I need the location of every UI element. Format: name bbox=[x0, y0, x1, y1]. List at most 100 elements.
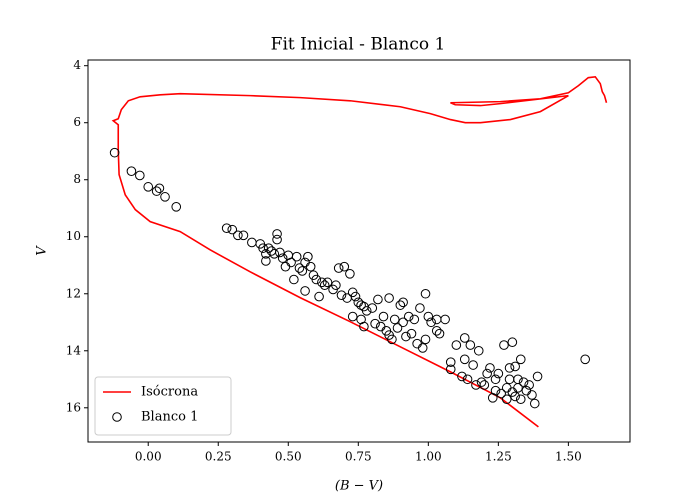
star-point bbox=[247, 237, 257, 248]
star-point bbox=[515, 354, 526, 365]
star-point bbox=[501, 394, 512, 405]
star-point bbox=[389, 314, 400, 325]
star-point bbox=[333, 263, 344, 273]
star-point bbox=[395, 300, 406, 310]
star-point bbox=[510, 391, 520, 402]
star-point bbox=[319, 280, 330, 291]
star-point bbox=[487, 393, 498, 403]
star-point bbox=[451, 340, 462, 350]
star-point bbox=[457, 371, 467, 382]
star-point bbox=[272, 229, 282, 239]
y-tick-label: 6 bbox=[73, 115, 81, 129]
star-point bbox=[504, 374, 515, 385]
star-point bbox=[501, 383, 512, 393]
star-point bbox=[529, 398, 540, 409]
star-point bbox=[331, 280, 341, 291]
star-point bbox=[459, 354, 470, 365]
star-point bbox=[373, 294, 383, 305]
star-point bbox=[420, 288, 431, 299]
star-point bbox=[490, 385, 501, 396]
x-tick-label: 0.75 bbox=[345, 450, 372, 464]
legend-label: Blanco 1 bbox=[141, 410, 198, 425]
plot-area bbox=[109, 75, 608, 428]
star-point bbox=[465, 340, 476, 350]
star-point bbox=[269, 249, 280, 259]
star-point bbox=[434, 328, 445, 339]
star-point bbox=[233, 230, 243, 241]
star-point bbox=[275, 247, 285, 258]
x-tick-label: 0.50 bbox=[275, 450, 302, 464]
star-point bbox=[426, 317, 436, 328]
star-point bbox=[286, 257, 296, 268]
star-point bbox=[350, 291, 361, 302]
star-point bbox=[398, 297, 408, 308]
star-point bbox=[423, 311, 434, 322]
star-point bbox=[415, 303, 425, 313]
x-tick-label: 0.25 bbox=[205, 450, 232, 464]
star-point bbox=[359, 321, 369, 332]
star-point bbox=[277, 253, 288, 263]
star-point bbox=[367, 303, 378, 313]
star-point bbox=[485, 363, 495, 373]
star-point bbox=[305, 261, 316, 272]
y-tick-label: 16 bbox=[66, 400, 81, 414]
star-point bbox=[513, 383, 523, 393]
star-point bbox=[479, 380, 490, 390]
star-point bbox=[336, 290, 347, 300]
star-point bbox=[258, 243, 268, 253]
star-point bbox=[507, 337, 518, 348]
x-tick-label: 0.00 bbox=[135, 450, 162, 464]
star-point bbox=[468, 360, 478, 370]
axes-frame bbox=[87, 59, 631, 443]
y-tick-label: 14 bbox=[66, 343, 82, 357]
star-point bbox=[518, 377, 529, 387]
star-point bbox=[398, 317, 408, 328]
star-point bbox=[409, 314, 420, 325]
x-axis-label: (B − V) bbox=[335, 479, 383, 494]
star-point bbox=[420, 334, 431, 345]
star-point bbox=[490, 374, 501, 385]
star-point bbox=[370, 318, 380, 329]
star-point bbox=[431, 326, 442, 336]
star-point bbox=[406, 328, 417, 339]
star-point bbox=[143, 182, 154, 192]
star-point bbox=[171, 202, 182, 212]
star-point bbox=[291, 251, 302, 262]
star-point bbox=[339, 261, 350, 272]
star-point bbox=[499, 340, 509, 350]
star-point bbox=[221, 223, 232, 233]
star-point bbox=[482, 368, 492, 379]
star-point bbox=[504, 363, 515, 373]
star-point bbox=[378, 311, 389, 322]
star-point bbox=[403, 311, 414, 322]
star-point bbox=[238, 230, 249, 241]
star-point bbox=[280, 261, 291, 272]
star-point bbox=[532, 371, 543, 382]
star-point bbox=[417, 343, 428, 353]
star-point bbox=[462, 374, 473, 385]
star-point bbox=[580, 354, 590, 365]
star-point bbox=[459, 333, 470, 343]
star-point bbox=[412, 338, 422, 349]
star-point bbox=[387, 334, 397, 345]
star-point bbox=[135, 170, 145, 181]
star-point bbox=[476, 377, 487, 387]
star-point bbox=[300, 286, 310, 296]
x-tick-label: 1.25 bbox=[485, 450, 512, 464]
star-point bbox=[445, 357, 456, 367]
star-point bbox=[311, 274, 322, 285]
star-point bbox=[227, 224, 238, 235]
star-point bbox=[384, 293, 394, 303]
star-point bbox=[356, 300, 366, 310]
star-point bbox=[524, 380, 534, 390]
star-point bbox=[345, 269, 355, 279]
star-point bbox=[401, 331, 411, 342]
y-tick-label: 4 bbox=[73, 58, 81, 72]
y-axis-label: V bbox=[35, 245, 50, 256]
star-point bbox=[361, 306, 372, 316]
star-point bbox=[272, 234, 282, 245]
star-point bbox=[347, 311, 358, 322]
isochrone-line bbox=[111, 75, 608, 428]
y-tick-label: 8 bbox=[73, 172, 81, 186]
